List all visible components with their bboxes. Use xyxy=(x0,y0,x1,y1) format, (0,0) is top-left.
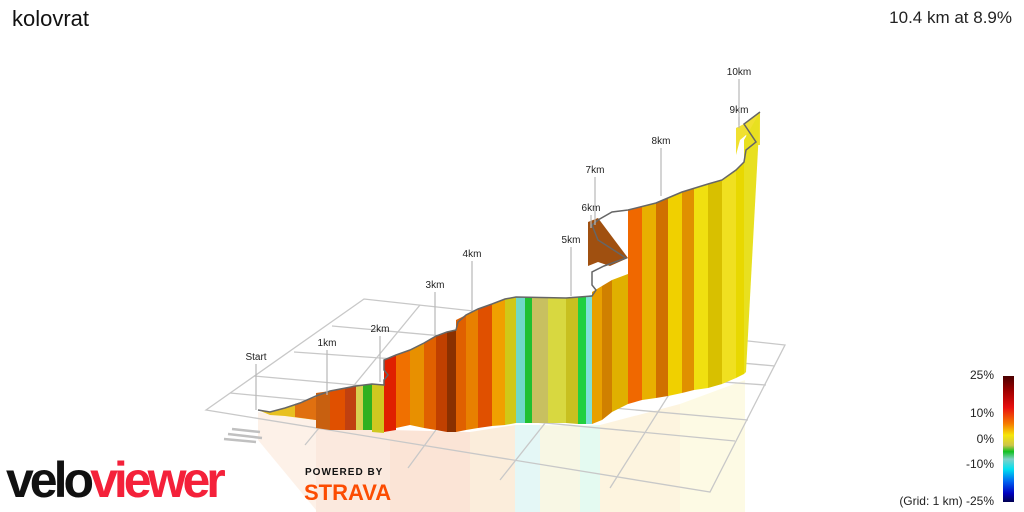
legend-label: -10% xyxy=(965,457,994,471)
legend-label: 25% xyxy=(969,368,994,382)
km-marker-label: 6km xyxy=(582,203,601,214)
legend-label: 0% xyxy=(976,432,994,446)
route-title: kolovrat xyxy=(12,6,90,31)
logo-viewer: viewer xyxy=(90,452,226,508)
km-marker-label: 1km xyxy=(318,338,337,349)
profile-reflection xyxy=(258,380,745,512)
km-marker-label: 5km xyxy=(562,235,581,246)
legend-label: (Grid: 1 km) -25% xyxy=(899,494,994,508)
km-marker-label: 7km xyxy=(586,165,605,176)
profile-outline xyxy=(257,111,761,413)
gradient-legend-bar xyxy=(1003,376,1014,502)
km-marker-label: 4km xyxy=(463,249,482,260)
legend-label: 10% xyxy=(969,406,994,420)
strava-logo[interactable]: STRAVA xyxy=(304,480,392,505)
profile-wall xyxy=(258,112,760,433)
km-marker-label: 8km xyxy=(652,136,671,147)
km-marker-label: 3km xyxy=(426,280,445,291)
veloviewer-logo[interactable]: veloviewer xyxy=(6,452,226,508)
km-marker-label: Start xyxy=(245,352,266,363)
compass-arrow-icon xyxy=(223,427,263,444)
logo-velo: velo xyxy=(6,452,94,508)
km-marker-label: 2km xyxy=(371,324,390,335)
powered-by-label: POWERED BY xyxy=(305,467,384,478)
route-summary: 10.4 km at 8.9% xyxy=(889,8,1012,27)
km-marker-label: 10km xyxy=(727,67,751,78)
